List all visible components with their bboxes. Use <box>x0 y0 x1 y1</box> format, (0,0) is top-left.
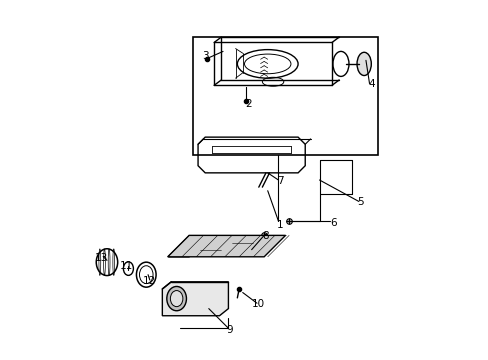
Text: 13: 13 <box>95 252 108 262</box>
Text: 11: 11 <box>120 261 133 271</box>
Text: 5: 5 <box>357 197 363 207</box>
Ellipse shape <box>166 287 186 311</box>
Text: 6: 6 <box>329 217 336 228</box>
Text: 4: 4 <box>367 79 374 89</box>
Bar <box>192 37 378 155</box>
Text: 10: 10 <box>252 299 265 309</box>
Text: 9: 9 <box>226 325 232 336</box>
Text: 1: 1 <box>276 220 283 230</box>
Text: 7: 7 <box>276 176 283 186</box>
Text: 8: 8 <box>262 231 269 242</box>
Text: 3: 3 <box>202 51 208 61</box>
Text: 12: 12 <box>143 276 156 286</box>
Ellipse shape <box>356 52 370 76</box>
Polygon shape <box>162 282 228 316</box>
Ellipse shape <box>170 291 183 307</box>
Polygon shape <box>167 235 285 257</box>
Text: 2: 2 <box>244 99 251 109</box>
